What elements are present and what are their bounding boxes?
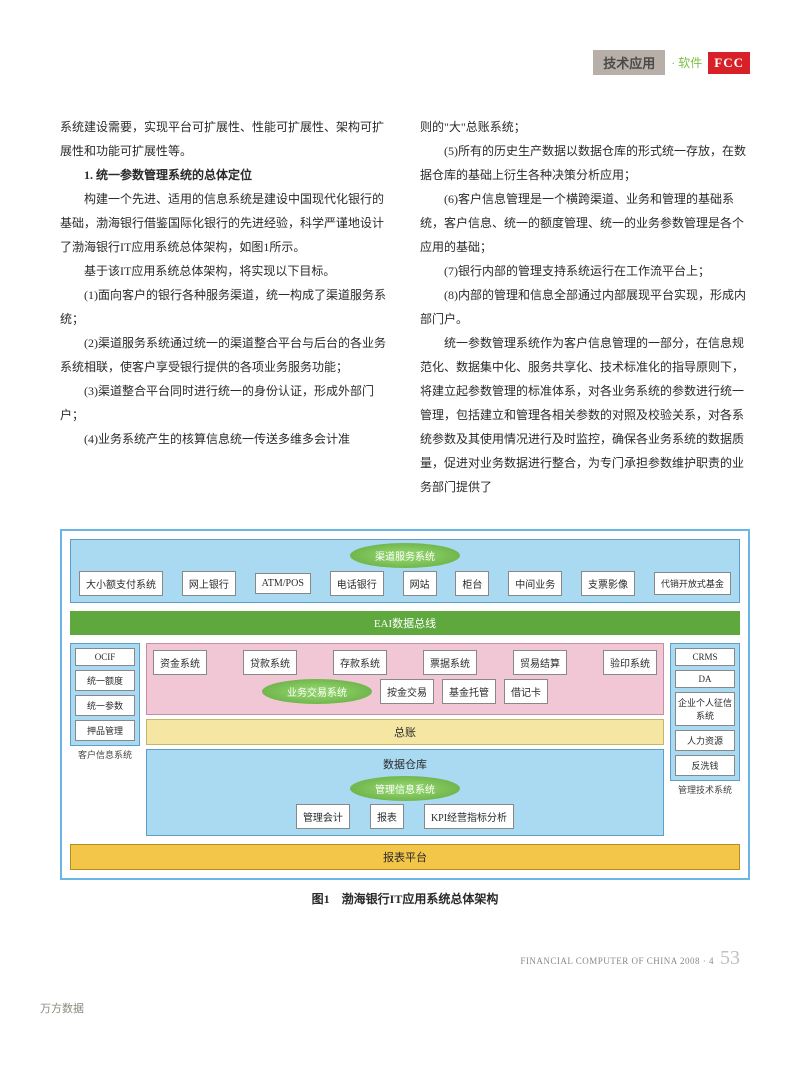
wanfang-mark: 万方数据 — [40, 1000, 750, 1016]
channel-box: 代销开放式基金 — [654, 572, 731, 595]
biz-box: 基金托管 — [442, 679, 496, 704]
right-item: 企业个人征信系统 — [675, 692, 735, 726]
right-stack-label: 管理技术系统 — [670, 783, 740, 796]
para: (1)面向客户的银行各种服务渠道，统一构成了渠道服务系统； — [60, 283, 390, 331]
para: (2)渠道服务系统通过统一的渠道整合平台与后台的各业务系统相联，使客户享受银行提… — [60, 331, 390, 379]
right-column: 则的"大"总账系统； (5)所有的历史生产数据以数据仓库的形式统一存放，在数据仓… — [420, 115, 750, 499]
channel-box: 网站 — [403, 571, 437, 596]
mgmt-title-ellipse: 管理信息系统 — [350, 776, 460, 801]
channel-row: 大小额支付系统 网上银行 ATM/POS 电话银行 网站 柜台 中间业务 支票影… — [71, 571, 739, 596]
right-item: 反洗钱 — [675, 755, 735, 776]
biz-box: 验印系统 — [603, 650, 657, 675]
footer-journal: FINANCIAL COMPUTER OF CHINA 2008 · 4 — [520, 956, 714, 966]
channel-box: 大小额支付系统 — [79, 571, 163, 596]
left-item: 统一参数 — [75, 695, 135, 716]
warehouse-title: 数据仓库 — [153, 756, 657, 772]
general-ledger: 总账 — [146, 719, 664, 745]
channel-box: 电话银行 — [330, 571, 384, 596]
center-stack: 资金系统 贷款系统 存款系统 票据系统 贸易结算 验印系统 业务交易系统 按金交… — [146, 643, 664, 836]
biz-box: 票据系统 — [423, 650, 477, 675]
page-footer: FINANCIAL COMPUTER OF CHINA 2008 · 4 53 — [60, 947, 750, 970]
biz-box: 借记卡 — [504, 679, 548, 704]
left-stack-label: 客户信息系统 — [70, 748, 140, 761]
biz-title-ellipse: 业务交易系统 — [262, 679, 372, 704]
right-item: 人力资源 — [675, 730, 735, 751]
middle-row: OCIF 统一额度 统一参数 押品管理 客户信息系统 资金系统 贷款系统 存款系… — [70, 643, 740, 836]
left-column: 系统建设需要，实现平台可扩展性、性能可扩展性、架构可扩展性和功能可扩展性等。 1… — [60, 115, 390, 499]
para: 系统建设需要，实现平台可扩展性、性能可扩展性、架构可扩展性和功能可扩展性等。 — [60, 115, 390, 163]
right-stack: CRMS DA 企业个人征信系统 人力资源 反洗钱 — [670, 643, 740, 781]
right-item: CRMS — [675, 648, 735, 666]
para: (5)所有的历史生产数据以数据仓库的形式统一存放，在数据仓库的基础上衍生各种决策… — [420, 139, 750, 187]
subheading: 1. 统一参数管理系统的总体定位 — [60, 163, 390, 187]
channel-box: 柜台 — [455, 571, 489, 596]
para: 统一参数管理系统作为客户信息管理的一部分，在信息规范化、数据集中化、服务共享化、… — [420, 331, 750, 499]
channel-box: 支票影像 — [581, 571, 635, 596]
para: 基于该IT应用系统总体架构，将实现以下目标。 — [60, 259, 390, 283]
footer-page-number: 53 — [720, 947, 740, 970]
biz-box: 资金系统 — [153, 650, 207, 675]
report-platform: 报表平台 — [70, 844, 740, 870]
channel-box: 网上银行 — [182, 571, 236, 596]
right-item: DA — [675, 670, 735, 688]
channel-box: ATM/POS — [255, 573, 311, 594]
mgmt-box: KPI经营指标分析 — [424, 804, 514, 829]
mgmt-box: 报表 — [370, 804, 404, 829]
data-warehouse-block: 数据仓库 管理信息系统 管理会计 报表 KPI经营指标分析 — [146, 749, 664, 836]
left-item: 统一额度 — [75, 670, 135, 691]
channel-title: 渠道服务系统 — [350, 543, 460, 568]
para: (3)渠道整合平台同时进行统一的身份认证，形成外部门户； — [60, 379, 390, 427]
para: (7)银行内部的管理支持系统运行在工作流平台上； — [420, 259, 750, 283]
para: 则的"大"总账系统； — [420, 115, 750, 139]
channel-services-block: 渠道服务系统 大小额支付系统 网上银行 ATM/POS 电话银行 网站 柜台 中… — [70, 539, 740, 603]
header-subcategory: · 软件 — [671, 54, 702, 71]
eai-bus: EAI数据总线 — [70, 611, 740, 635]
body-text: 系统建设需要，实现平台可扩展性、性能可扩展性、架构可扩展性和功能可扩展性等。 1… — [60, 115, 750, 499]
page-header: 技术应用 · 软件 FCC — [60, 50, 750, 75]
para: (4)业务系统产生的核算信息统一传送多维多会计准 — [60, 427, 390, 451]
mgmt-box: 管理会计 — [296, 804, 350, 829]
biz-box: 贷款系统 — [243, 650, 297, 675]
header-logo: FCC — [708, 52, 750, 74]
channel-box: 中间业务 — [508, 571, 562, 596]
header-category: 技术应用 — [593, 50, 665, 75]
biz-box: 存款系统 — [333, 650, 387, 675]
architecture-diagram: 渠道服务系统 大小额支付系统 网上银行 ATM/POS 电话银行 网站 柜台 中… — [60, 529, 750, 880]
business-systems: 资金系统 贷款系统 存款系统 票据系统 贸易结算 验印系统 业务交易系统 按金交… — [146, 643, 664, 715]
biz-box: 按金交易 — [380, 679, 434, 704]
para: 构建一个先进、适用的信息系统是建设中国现代化银行的基础，渤海银行借鉴国际化银行的… — [60, 187, 390, 259]
left-item: 押品管理 — [75, 720, 135, 741]
biz-box: 贸易结算 — [513, 650, 567, 675]
left-item: OCIF — [75, 648, 135, 666]
para: (6)客户信息管理是一个横跨渠道、业务和管理的基础系统，客户信息、统一的额度管理… — [420, 187, 750, 259]
figure-caption: 图1 渤海银行IT应用系统总体架构 — [60, 890, 750, 907]
left-stack: OCIF 统一额度 统一参数 押品管理 — [70, 643, 140, 746]
para: (8)内部的管理和信息全部通过内部展现平台实现，形成内部门户。 — [420, 283, 750, 331]
